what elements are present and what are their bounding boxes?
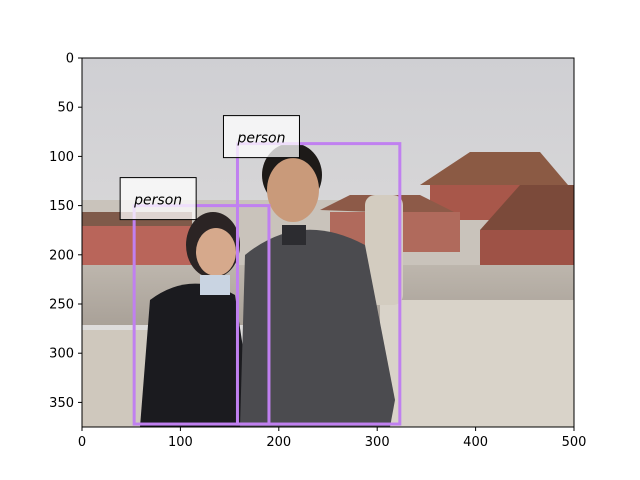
y-tick-label: 0	[66, 52, 74, 67]
y-tick-label: 100	[49, 150, 74, 165]
detection-label: person	[236, 131, 285, 147]
y-axis: 0 50 100 150 200 250 300 350	[49, 52, 82, 411]
y-tick-label: 250	[49, 298, 74, 313]
bounding-box	[132, 204, 271, 426]
label-box	[222, 115, 300, 159]
y-tick-label: 50	[57, 101, 74, 116]
x-tick-label: 200	[266, 435, 291, 450]
x-axis: 0 100 200 300 400 500	[78, 427, 587, 450]
y-tick-label: 150	[49, 199, 74, 214]
detections-layer: person person	[119, 115, 402, 426]
label-box	[119, 177, 197, 221]
x-tick-label: 500	[562, 435, 587, 450]
y-tick-label: 300	[49, 347, 74, 362]
bounding-box	[235, 142, 402, 426]
x-tick-label: 300	[365, 435, 390, 450]
axes-frame	[81, 57, 575, 428]
x-tick-label: 400	[463, 435, 488, 450]
detection-0: person	[119, 177, 271, 426]
detection-label: person	[133, 193, 182, 209]
x-tick-label: 0	[78, 435, 86, 450]
detection-1: person	[222, 115, 402, 426]
x-tick-label: 100	[168, 435, 193, 450]
y-tick-label: 200	[49, 248, 74, 263]
photo	[82, 58, 574, 427]
y-tick-label: 350	[49, 396, 74, 411]
